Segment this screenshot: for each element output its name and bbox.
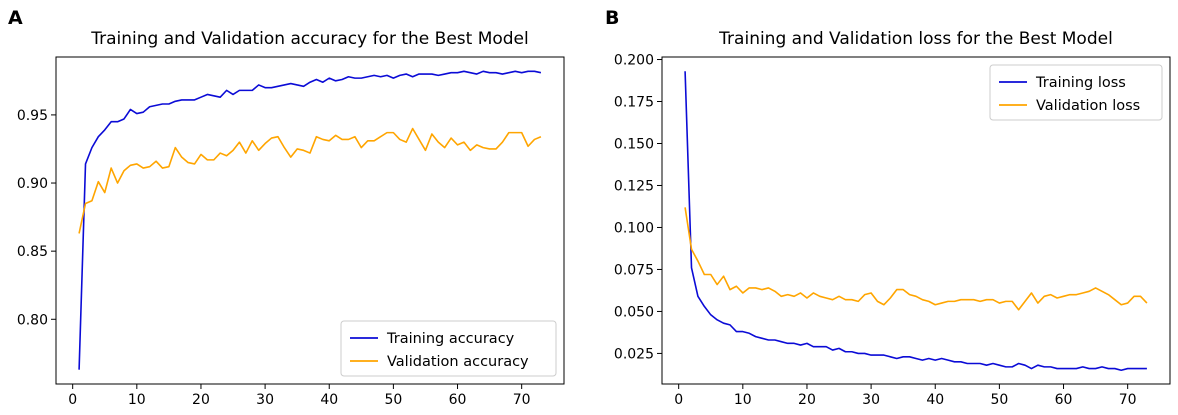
x-tick-label: 10 — [128, 392, 146, 408]
x-tick-label: 20 — [192, 392, 210, 408]
chart-title: Training and Validation accuracy for the… — [90, 29, 529, 49]
x-tick-label: 30 — [256, 392, 274, 408]
y-tick-label: 0.80 — [17, 312, 48, 328]
legend-box — [989, 64, 1163, 121]
legend-box — [340, 320, 557, 377]
x-tick-label: 40 — [926, 392, 944, 408]
y-tick-label: 0.075 — [614, 262, 654, 278]
x-tick-label: 20 — [798, 392, 816, 408]
y-tick-label: 0.050 — [614, 304, 654, 320]
x-tick-label: 0 — [68, 392, 77, 408]
panel-A: A Training and Validation accuracy for th… — [8, 7, 565, 408]
x-tick-label: 60 — [1055, 392, 1073, 408]
y-tick-label: 0.200 — [614, 53, 654, 69]
x-tick-label: 60 — [449, 392, 467, 408]
x-tick-label: 40 — [320, 392, 338, 408]
series-line-validation-accuracy — [78, 127, 542, 234]
x-tick-label: 70 — [513, 392, 531, 408]
y-tick-label: 0.95 — [17, 108, 48, 124]
legend-entry: Training accuracy — [386, 331, 515, 347]
y-tick-label: 0.175 — [614, 95, 654, 111]
y-tick-label: 0.90 — [17, 176, 48, 192]
legend: Training loss Validation loss — [989, 64, 1163, 121]
x-tick-label: 10 — [734, 392, 752, 408]
y-tick-label: 0.150 — [614, 136, 654, 152]
legend-entry: Validation loss — [1036, 98, 1140, 114]
panel-B: B Training and Validation loss for the Be… — [605, 7, 1171, 408]
series-line-training-accuracy — [78, 70, 542, 370]
series-line-validation-loss — [684, 207, 1148, 311]
x-tick-label: 70 — [1119, 392, 1137, 408]
y-tick-label: 0.100 — [614, 220, 654, 236]
panel-label: B — [605, 7, 619, 29]
series-line-training-loss — [684, 71, 1147, 372]
axes-frame — [661, 56, 1171, 385]
x-tick-label: 0 — [674, 392, 683, 408]
y-tick-label: 0.85 — [17, 244, 48, 260]
x-tick-label: 50 — [384, 392, 402, 408]
legend-entry: Training loss — [1035, 75, 1126, 91]
legend-entry: Validation accuracy — [387, 354, 529, 370]
y-tick-label: 0.025 — [614, 346, 654, 362]
panel-label: A — [8, 7, 23, 29]
axes-frame — [55, 56, 565, 385]
chart-title: Training and Validation loss for the Bes… — [718, 29, 1113, 49]
y-tick-label: 0.125 — [614, 178, 654, 194]
x-tick-label: 50 — [990, 392, 1008, 408]
x-tick-label: 30 — [862, 392, 880, 408]
legend: Training accuracy Validation accuracy — [340, 320, 557, 377]
